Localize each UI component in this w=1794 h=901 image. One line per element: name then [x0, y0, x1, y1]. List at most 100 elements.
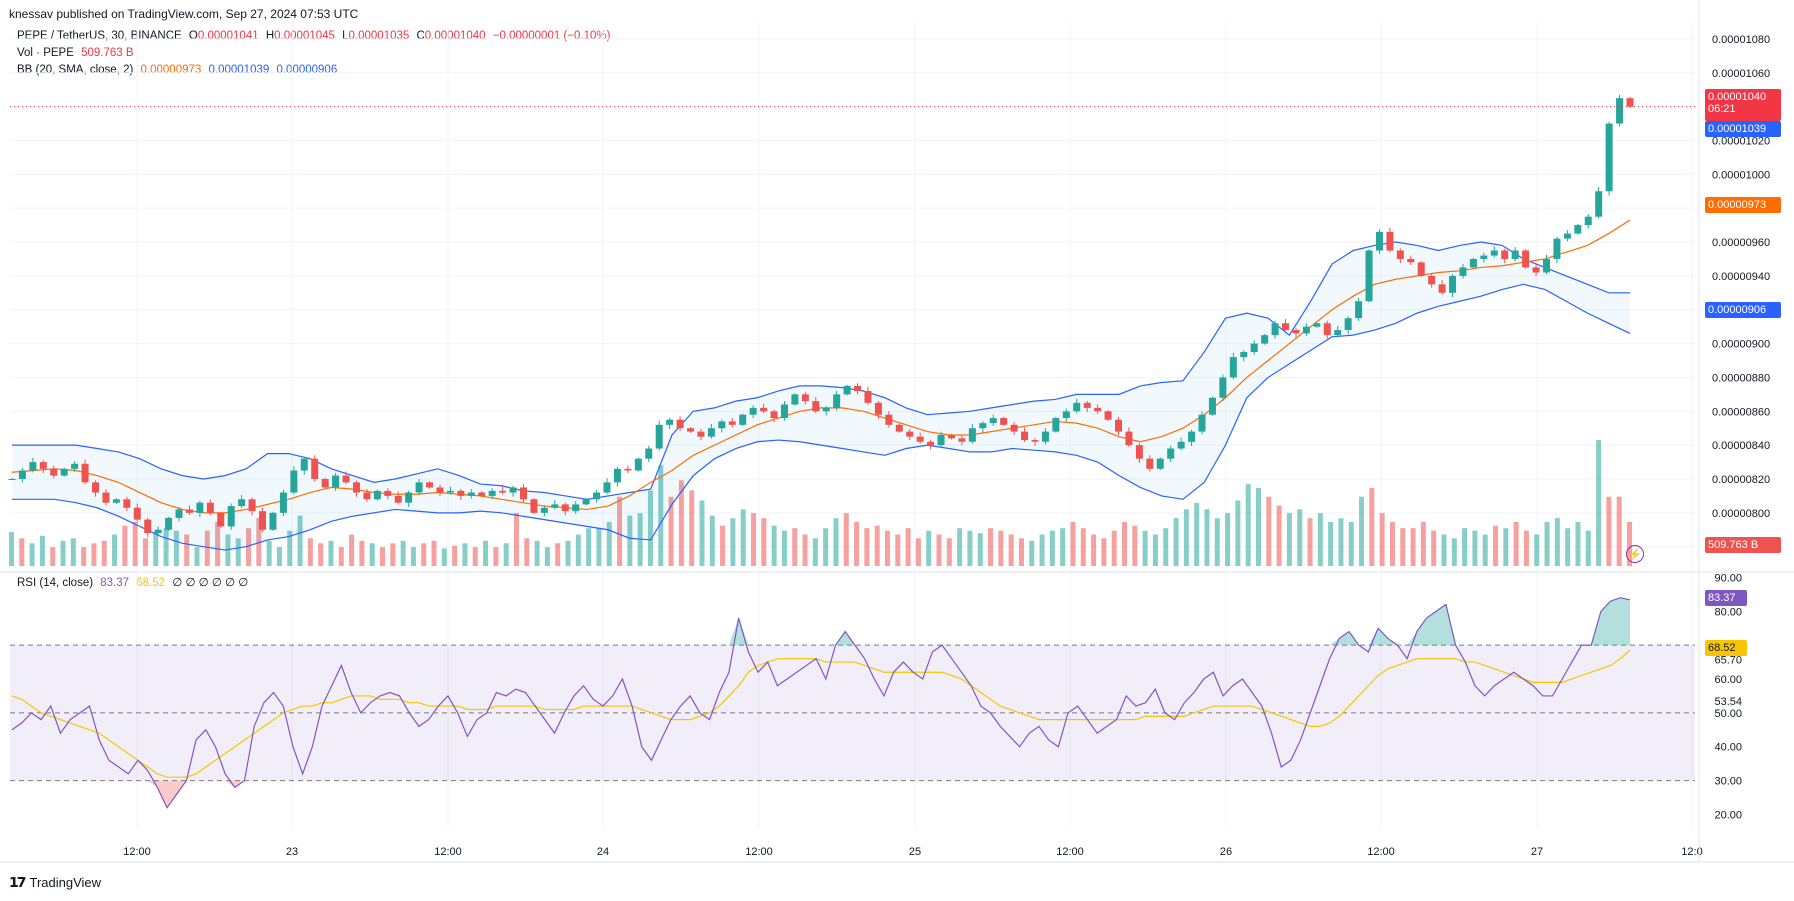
- candle-body: [185, 509, 193, 513]
- volume-bar: [1369, 487, 1375, 566]
- volume-bar: [1204, 509, 1210, 566]
- candle-body: [1386, 231, 1394, 251]
- volume-bar: [421, 543, 427, 566]
- price-axis-label: 0.00001060: [1712, 68, 1770, 80]
- volume-bar: [1235, 500, 1241, 566]
- volume-bar: [1554, 518, 1560, 566]
- volume-bar: [400, 540, 406, 566]
- candle-body: [885, 414, 893, 425]
- legend-l-label: L: [342, 30, 349, 42]
- candle-body: [92, 482, 100, 493]
- candle-body: [1438, 284, 1446, 293]
- volume-bar: [751, 513, 757, 566]
- volume-bar: [1534, 534, 1540, 566]
- price-axis-label: 0.00000800: [1712, 508, 1770, 520]
- candle-body: [112, 499, 120, 503]
- candle-body: [1605, 123, 1613, 192]
- volume-bar: [462, 543, 468, 566]
- candle-body: [311, 458, 319, 479]
- legend-h-label: H: [265, 30, 275, 42]
- candle-body: [133, 507, 141, 520]
- volume-bar: [575, 534, 581, 566]
- candle-body: [478, 492, 486, 496]
- rsi-oversold-fill: [225, 780, 235, 788]
- volume-bar: [555, 543, 561, 566]
- candle-body: [509, 487, 517, 493]
- candle-body: [1261, 335, 1269, 344]
- rsi-ma-tag: 68.52: [1705, 640, 1747, 656]
- rsi-axis-label: 60.00: [1714, 674, 1742, 686]
- volume-bar: [225, 534, 231, 566]
- candle-body: [833, 394, 841, 408]
- volume-bar: [1132, 525, 1138, 566]
- footer-brand[interactable]: 𝟭𝟳 TradingView: [9, 874, 101, 891]
- price-axis-label: 0.00000900: [1712, 339, 1770, 351]
- volume-bar: [503, 543, 509, 566]
- candle-body: [1396, 250, 1404, 259]
- candle-body: [238, 499, 246, 507]
- rsi-overbought-fill: [728, 618, 739, 646]
- bb-basis-tag-value: 0.00000973: [1708, 199, 1767, 211]
- candle-body: [1449, 275, 1457, 293]
- volume-bar: [410, 547, 416, 566]
- volume-bar: [1276, 505, 1282, 566]
- time-axis-label: 12:00: [1367, 846, 1395, 858]
- candle-body: [279, 492, 287, 513]
- candle-body: [457, 490, 465, 496]
- candle-body: [1584, 216, 1592, 226]
- volume-bar: [266, 540, 272, 566]
- volume-bar: [1173, 518, 1179, 566]
- volume-bar: [112, 534, 118, 566]
- candle-body: [1595, 191, 1603, 217]
- time-axis-label: 27: [1531, 846, 1543, 858]
- candle-body: [1313, 323, 1321, 327]
- time-axis-label: 12:0: [1681, 846, 1702, 858]
- time-axis-label: 26: [1220, 846, 1232, 858]
- candle-body: [165, 517, 173, 530]
- volume-bar: [328, 540, 334, 566]
- legend-rsi-label[interactable]: RSI (14, close): [17, 577, 94, 589]
- volume-bar: [318, 543, 324, 566]
- volume-bar: [998, 530, 1004, 566]
- volume-bar: [1472, 530, 1478, 566]
- candle-body: [1407, 258, 1415, 263]
- candle-body: [812, 401, 820, 412]
- volume-bar: [29, 543, 35, 566]
- candle-body: [332, 475, 340, 488]
- price-axis-label: 0.00000860: [1712, 406, 1770, 418]
- candle-body: [415, 482, 423, 493]
- volume-bar: [926, 530, 932, 566]
- volume-bar: [1142, 530, 1148, 566]
- tradingview-logo-icon: 𝟭𝟳: [9, 874, 27, 890]
- volume-bar: [843, 513, 849, 566]
- volume-bar: [586, 528, 592, 566]
- lightning-icon[interactable]: ⚡: [1626, 545, 1644, 563]
- candle-body: [18, 470, 26, 479]
- candle-body: [666, 419, 674, 425]
- price-axis-label: 0.00000880: [1712, 372, 1770, 384]
- volume-bar: [1183, 509, 1189, 566]
- volume-bar: [101, 540, 107, 566]
- volume-bar: [864, 528, 870, 566]
- volume-bar: [472, 547, 478, 566]
- volume-bar: [1029, 540, 1035, 566]
- volume-bar: [91, 543, 97, 566]
- candle-body: [707, 428, 715, 437]
- volume-bar: [823, 528, 829, 566]
- candle-body: [979, 423, 987, 429]
- volume-bar: [1101, 538, 1107, 566]
- volume-bar: [1152, 534, 1158, 566]
- volume-bar: [792, 528, 798, 566]
- volume-bar: [740, 509, 746, 566]
- candle-body: [1542, 258, 1550, 273]
- volume-bar: [946, 538, 952, 566]
- volume-bar: [173, 530, 179, 566]
- legend-volume-label[interactable]: Vol · PEPE: [17, 47, 74, 59]
- candle-body: [1146, 458, 1154, 469]
- candle-body: [394, 495, 402, 503]
- volume-bar: [1070, 521, 1076, 566]
- candle-body: [843, 385, 851, 395]
- candle-body: [1375, 231, 1383, 251]
- candle-body: [1135, 445, 1143, 459]
